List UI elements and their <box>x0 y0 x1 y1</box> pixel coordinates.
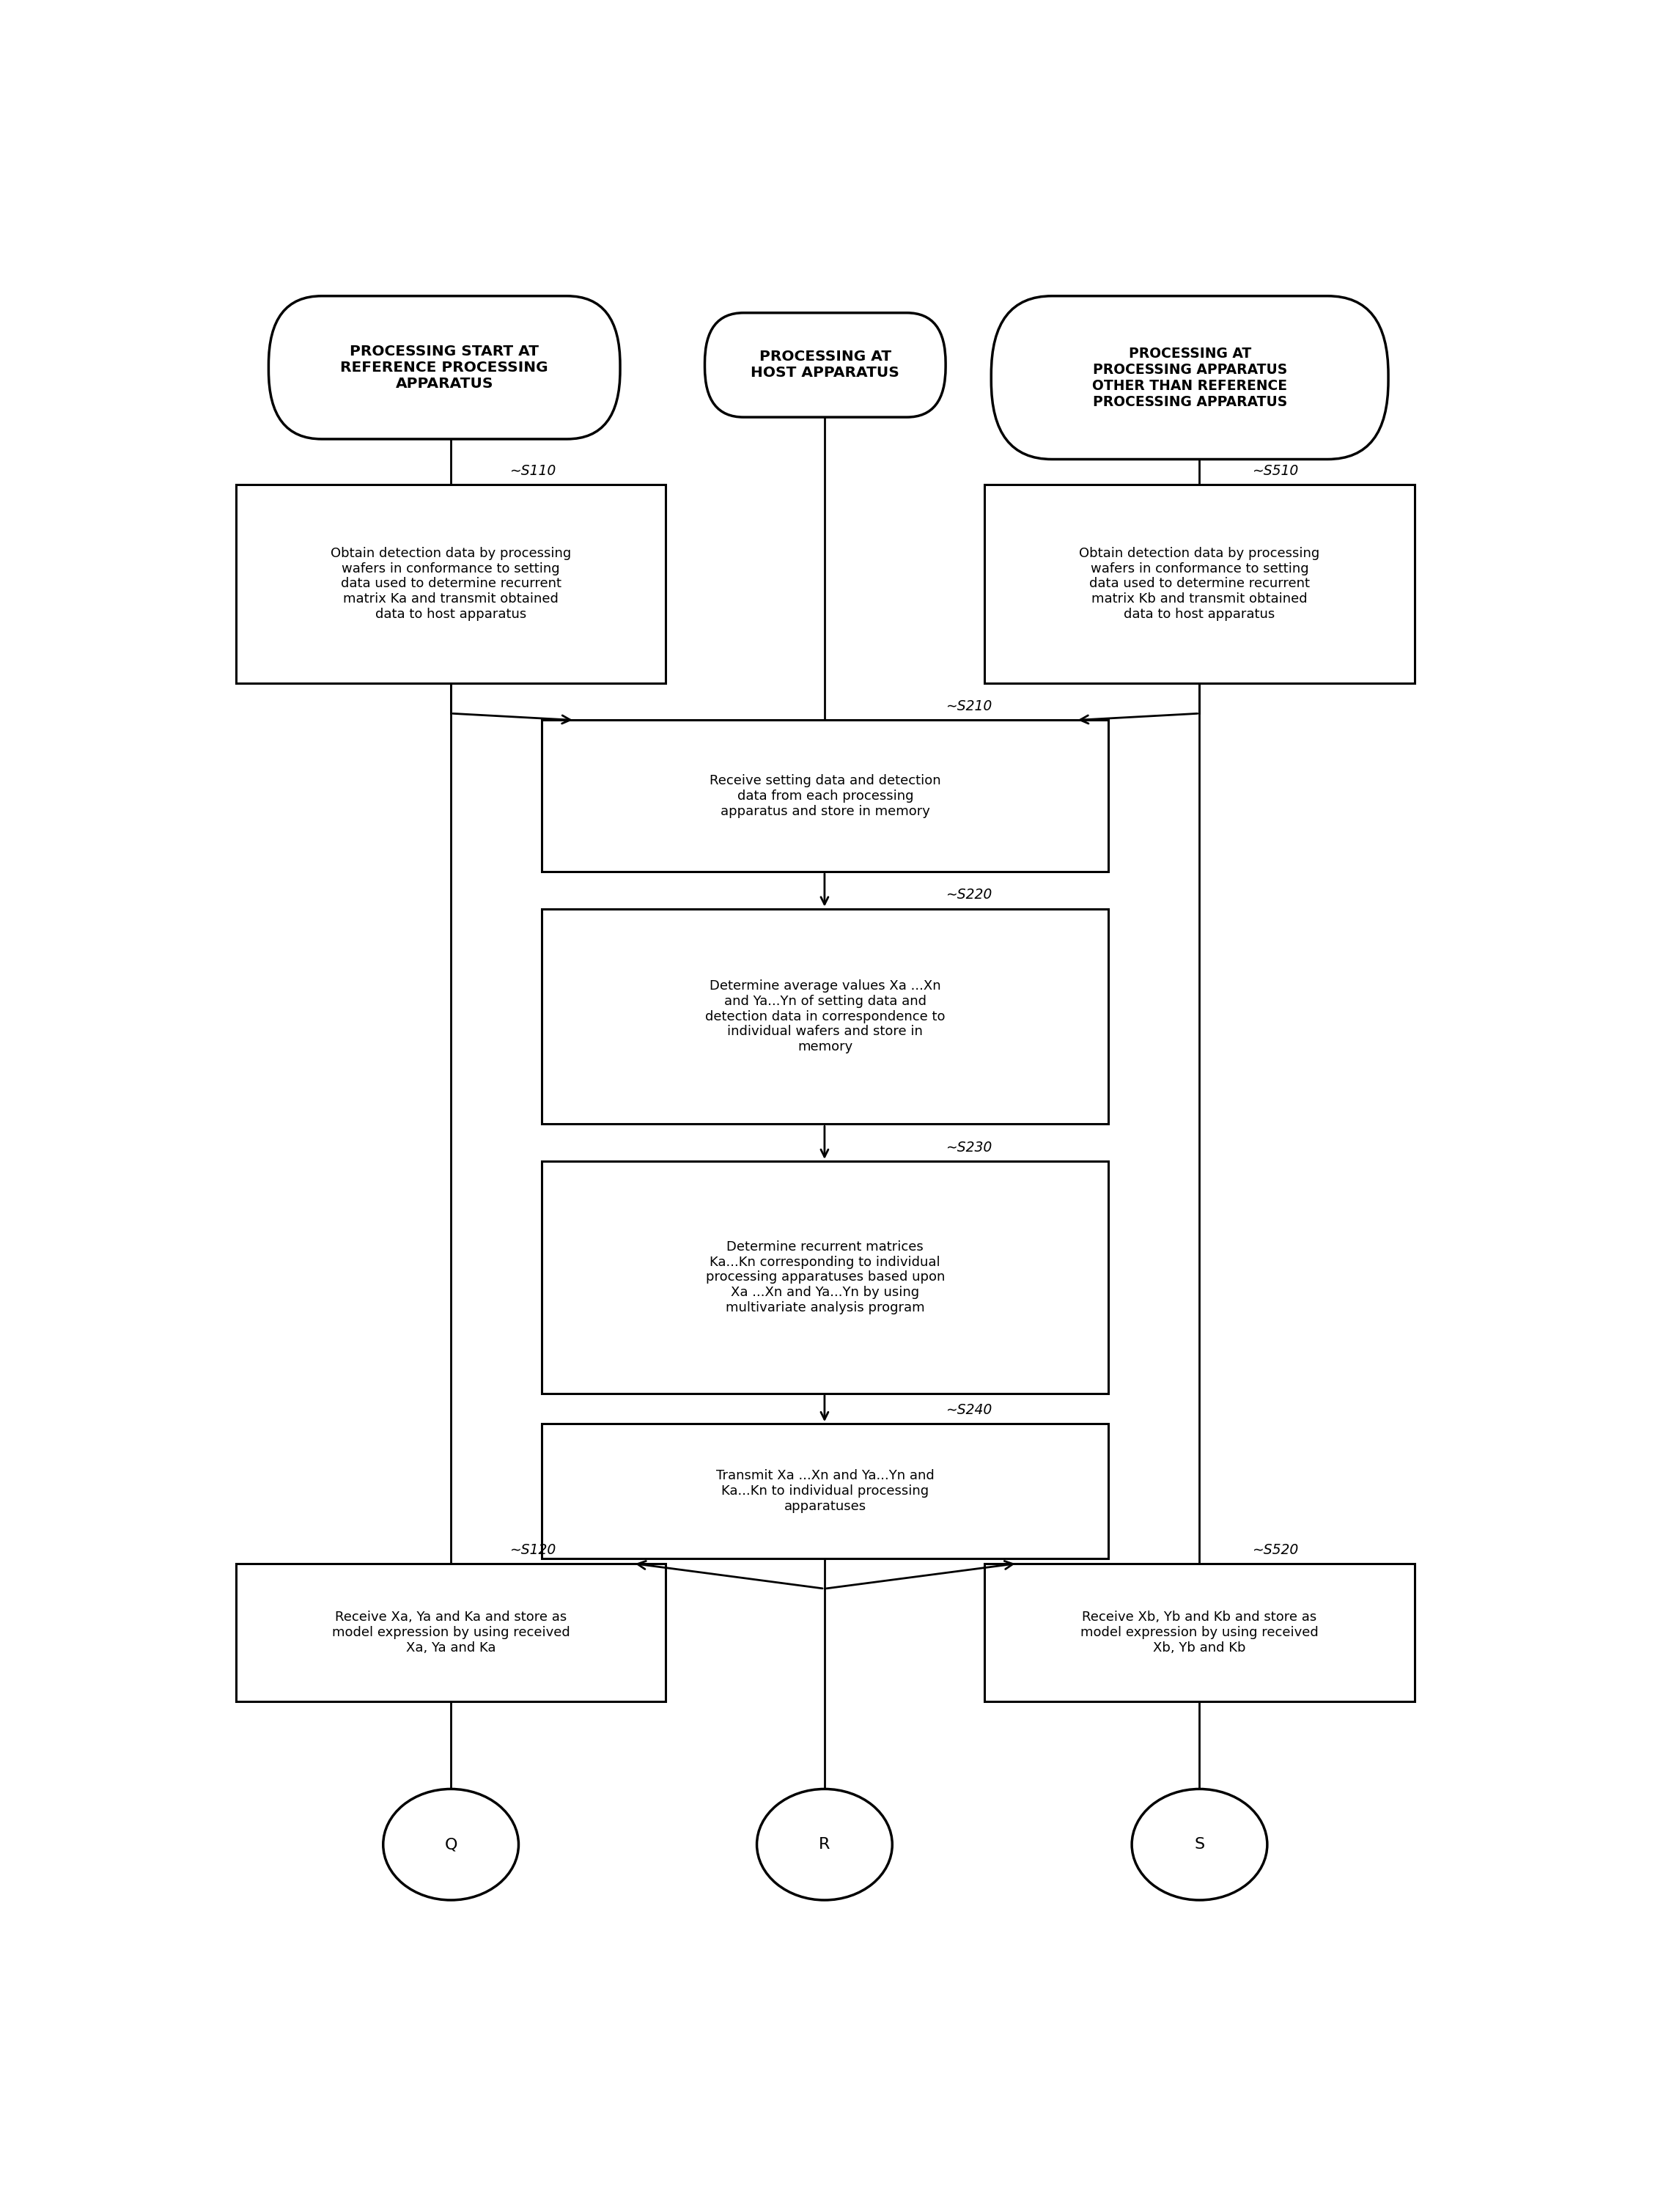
Text: PROCESSING AT
HOST APPARATUS: PROCESSING AT HOST APPARATUS <box>751 350 899 380</box>
Text: ∼S510: ∼S510 <box>1252 463 1299 479</box>
Bar <box>235 1563 665 1701</box>
Text: ∼S240: ∼S240 <box>946 1403 991 1417</box>
FancyBboxPatch shape <box>269 295 620 439</box>
Text: ∼S210: ∼S210 <box>946 700 991 713</box>
Text: ∼S520: ∼S520 <box>1252 1543 1299 1556</box>
Text: ∼S230: ∼S230 <box>946 1141 991 1154</box>
Text: S: S <box>1194 1836 1205 1852</box>
Text: Receive Xa, Ya and Ka and store as
model expression by using received
Xa, Ya and: Receive Xa, Ya and Ka and store as model… <box>333 1611 570 1655</box>
Text: PROCESSING AT
PROCESSING APPARATUS
OTHER THAN REFERENCE
PROCESSING APPARATUS: PROCESSING AT PROCESSING APPARATUS OTHER… <box>1092 345 1287 409</box>
Text: Receive Xb, Yb and Kb and store as
model expression by using received
Xb, Yb and: Receive Xb, Yb and Kb and store as model… <box>1080 1611 1319 1655</box>
Text: Q: Q <box>445 1836 457 1852</box>
Bar <box>543 1161 1109 1392</box>
Bar <box>984 1563 1415 1701</box>
Text: Determine average values Xa ...Xn
and Ya...Yn of setting data and
detection data: Determine average values Xa ...Xn and Ya… <box>706 979 946 1054</box>
Text: Obtain detection data by processing
wafers in conformance to setting
data used t: Obtain detection data by processing wafe… <box>1079 546 1320 621</box>
Bar <box>984 485 1415 682</box>
Bar <box>543 1423 1109 1559</box>
Text: PROCESSING START AT
REFERENCE PROCESSING
APPARATUS: PROCESSING START AT REFERENCE PROCESSING… <box>341 345 548 391</box>
Bar <box>235 485 665 682</box>
Text: Transmit Xa ...Xn and Ya...Yn and
Ka...Kn to individual processing
apparatuses: Transmit Xa ...Xn and Ya...Yn and Ka...K… <box>716 1469 934 1513</box>
Text: ∼S120: ∼S120 <box>509 1543 556 1556</box>
Text: Obtain detection data by processing
wafers in conformance to setting
data used t: Obtain detection data by processing wafe… <box>331 546 571 621</box>
FancyBboxPatch shape <box>991 295 1388 459</box>
FancyBboxPatch shape <box>706 313 946 418</box>
Text: ∼S220: ∼S220 <box>946 888 991 903</box>
Text: Receive setting data and detection
data from each processing
apparatus and store: Receive setting data and detection data … <box>709 774 941 818</box>
Text: Determine recurrent matrices
Ka...Kn corresponding to individual
processing appa: Determine recurrent matrices Ka...Kn cor… <box>706 1239 944 1314</box>
Bar <box>543 719 1109 872</box>
Bar <box>543 909 1109 1124</box>
Text: ∼S110: ∼S110 <box>509 463 556 479</box>
Text: R: R <box>818 1836 830 1852</box>
